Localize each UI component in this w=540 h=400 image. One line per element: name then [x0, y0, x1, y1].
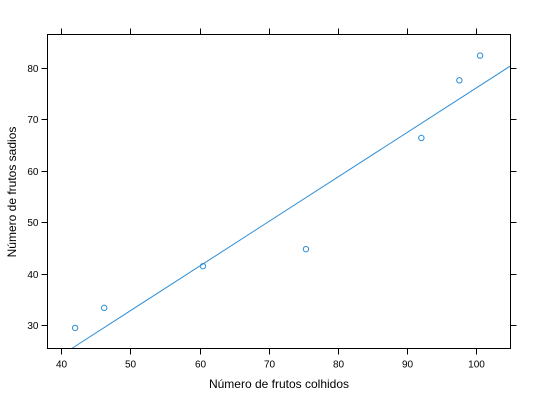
- data-points: [71, 52, 484, 332]
- y-axis-ticks: 30 40 50 60 70 80: [27, 64, 517, 332]
- y-tick-label: 60: [27, 167, 39, 178]
- data-point: [476, 52, 484, 59]
- data-point: [199, 262, 207, 270]
- x-axis-label: Número de frutos colhidos: [209, 377, 349, 391]
- y-tick-label: 40: [27, 270, 39, 281]
- x-axis-ticks: 40 50 60 70 80 90 100: [56, 28, 485, 371]
- data-point: [418, 134, 425, 142]
- x-tick-label: 60: [195, 360, 207, 371]
- y-axis-label: Número de frutos sadios: [5, 127, 19, 258]
- y-tick-label: 30: [27, 321, 39, 332]
- data-point: [71, 324, 79, 332]
- data-point: [456, 77, 463, 84]
- x-tick-label: 50: [125, 360, 137, 371]
- x-tick-label: 90: [402, 360, 414, 371]
- regression-line-group: [71, 65, 511, 349]
- x-tick-label: 70: [264, 360, 276, 371]
- data-point: [100, 304, 108, 312]
- data-point: [302, 245, 310, 253]
- x-tick-label: 80: [333, 360, 345, 371]
- x-tick-label: 40: [56, 360, 68, 371]
- y-tick-label: 80: [27, 64, 39, 75]
- regression-line: [71, 65, 511, 349]
- y-tick-label: 70: [27, 115, 39, 126]
- y-tick-label: 50: [27, 218, 39, 229]
- plot-frame: [47, 34, 511, 349]
- x-tick-label: 100: [468, 360, 485, 371]
